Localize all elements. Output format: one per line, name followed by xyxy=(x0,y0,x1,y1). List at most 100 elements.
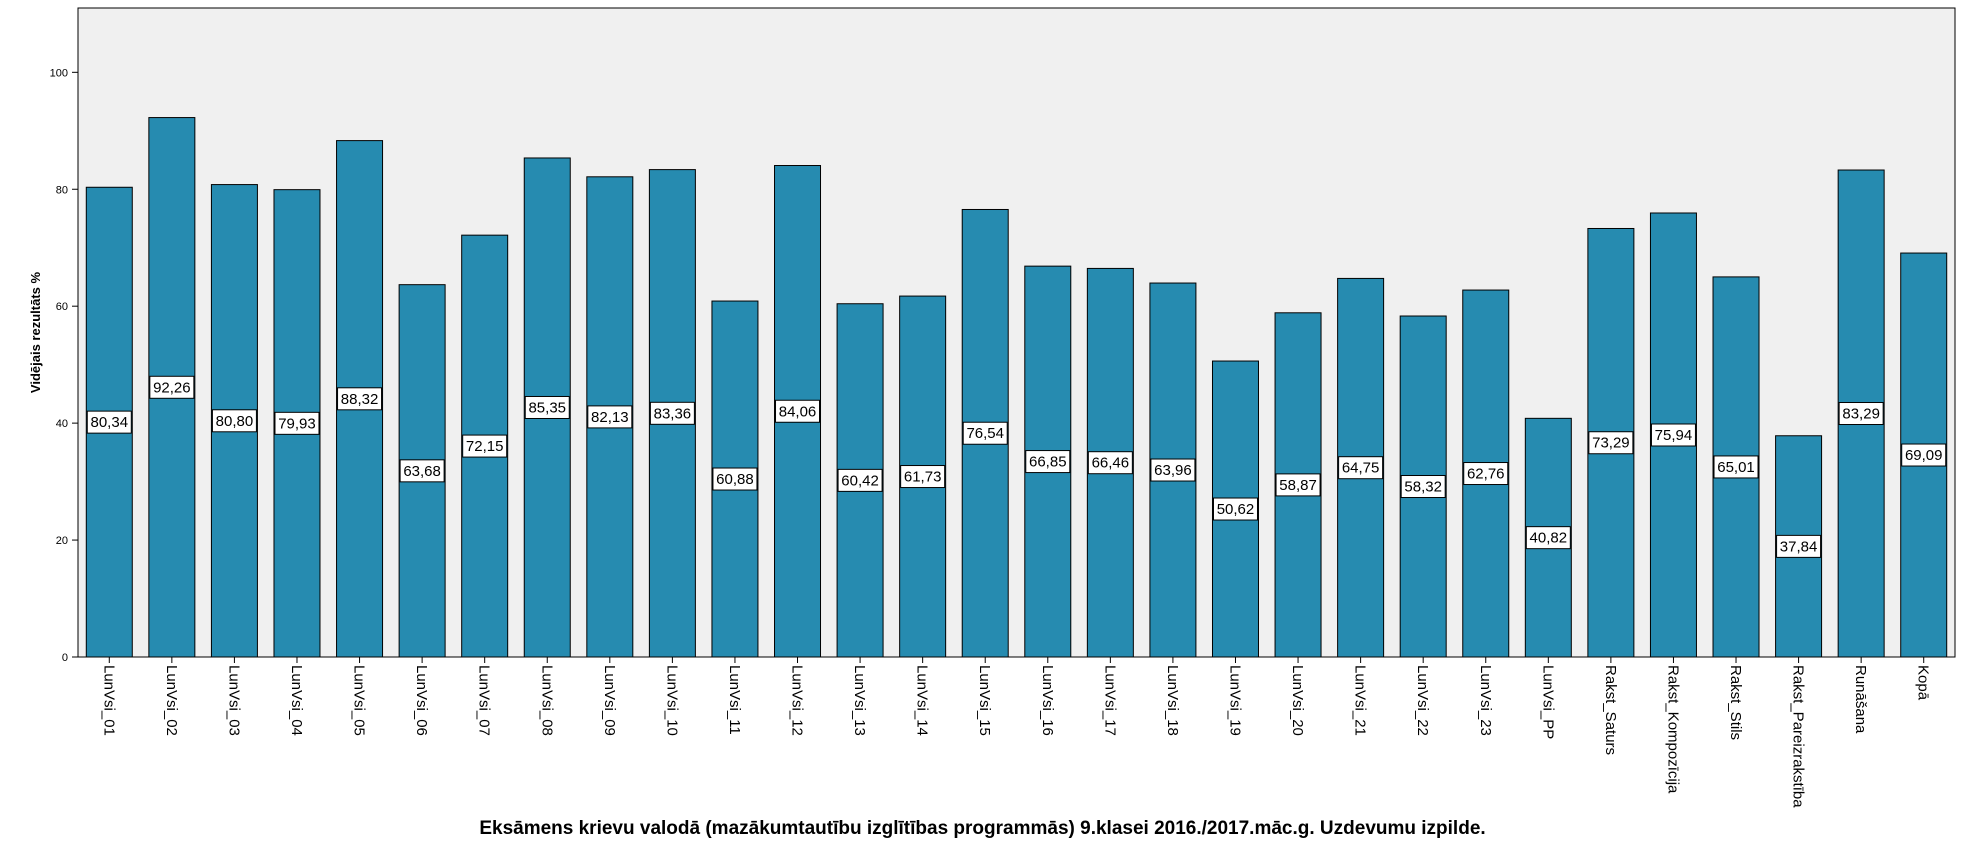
data-label: 64,75 xyxy=(1342,460,1380,477)
y-tick-label: 0 xyxy=(62,652,68,664)
data-label: 60,88 xyxy=(716,471,754,488)
y-axis-title: Vidējais rezultāts % xyxy=(28,271,43,393)
data-label: 84,06 xyxy=(779,403,817,420)
data-label: 69,09 xyxy=(1905,447,1943,464)
x-category-label: LunVsi_22 xyxy=(1414,665,1431,736)
x-category-label: LunVsi_19 xyxy=(1226,665,1243,736)
data-label: 62,76 xyxy=(1467,466,1505,483)
data-label-box xyxy=(337,387,383,411)
data-label-box xyxy=(399,459,445,483)
data-label-box xyxy=(1776,534,1822,558)
x-category-label: LunVsi_16 xyxy=(1039,665,1056,736)
data-label: 80,34 xyxy=(91,414,129,431)
data-label: 40,82 xyxy=(1530,530,1568,547)
x-category-label: Kopā xyxy=(1915,665,1932,701)
data-label: 66,85 xyxy=(1029,454,1067,471)
data-label: 80,80 xyxy=(216,413,254,430)
data-label: 83,29 xyxy=(1842,406,1880,423)
x-category-label: LunVsi_12 xyxy=(789,665,806,736)
y-tick-label: 80 xyxy=(56,184,68,196)
x-category-label: LunVsi_20 xyxy=(1289,665,1306,736)
data-label-box xyxy=(1901,443,1947,467)
x-category-label: Rakst_Saturs xyxy=(1602,665,1619,755)
data-label-box xyxy=(524,395,570,419)
plot-area xyxy=(77,7,1956,658)
data-label-box xyxy=(149,375,195,399)
data-label-box xyxy=(1838,402,1884,426)
data-label-box xyxy=(775,399,821,423)
data-label-box xyxy=(86,410,132,434)
y-tick-label: 60 xyxy=(56,301,68,313)
data-label: 73,29 xyxy=(1592,435,1630,452)
x-category-label: LunVsi_04 xyxy=(288,665,305,736)
data-label-box xyxy=(1087,451,1133,475)
data-label: 58,32 xyxy=(1404,479,1442,496)
y-tick-label: 40 xyxy=(56,418,68,430)
data-label: 63,96 xyxy=(1154,462,1192,479)
data-label: 92,26 xyxy=(153,379,191,396)
x-category-label: LunVsi_21 xyxy=(1352,665,1369,736)
data-label-box xyxy=(1212,497,1258,521)
data-label: 79,93 xyxy=(278,415,316,432)
x-category-label: Runāšana xyxy=(1852,665,1869,734)
data-label-box xyxy=(1588,431,1634,455)
x-category-label: LunVsi_10 xyxy=(663,665,680,736)
data-label-box xyxy=(1713,455,1759,479)
x-category-label: Rakst_Stils xyxy=(1727,665,1744,740)
data-label: 76,54 xyxy=(966,425,1004,442)
x-category-label: LunVsi_15 xyxy=(976,665,993,736)
data-label-box xyxy=(1150,458,1196,482)
data-label-box xyxy=(211,409,257,433)
data-label-box xyxy=(1275,473,1321,497)
x-category-label: LunVsi_09 xyxy=(601,665,618,736)
data-label: 60,42 xyxy=(841,472,879,489)
x-category-label: LunVsi_23 xyxy=(1477,665,1494,736)
data-label: 61,73 xyxy=(904,469,942,486)
x-category-label: LunVsi_11 xyxy=(726,665,743,735)
bars-group: 80,34 92,26 80,80 79,93 88,32 63,68 72,15 85,35… xyxy=(85,117,1948,658)
x-category-label: LunVsi_06 xyxy=(413,665,430,736)
data-label-box xyxy=(962,421,1008,445)
data-label: 65,01 xyxy=(1717,459,1755,476)
data-label: 75,94 xyxy=(1655,427,1693,444)
y-tick-label: 100 xyxy=(50,67,68,79)
data-label-box xyxy=(712,467,758,491)
data-label-box xyxy=(1338,456,1384,480)
data-label: 63,68 xyxy=(403,463,441,480)
chart-title: Eksāmens krievu valodā (mazākumtautību i… xyxy=(479,818,1486,839)
x-category-label: LunVsi_05 xyxy=(351,665,368,736)
x-category-label: LunVsi_08 xyxy=(538,665,555,736)
x-category-label: LunVsi_01 xyxy=(100,665,117,736)
x-category-label: Rakst_Pareizrakstība xyxy=(1790,665,1807,808)
data-label-box xyxy=(1650,423,1696,447)
data-label: 88,32 xyxy=(341,391,379,408)
x-category-label: LunVsi_02 xyxy=(163,665,180,736)
data-label-box xyxy=(1400,475,1446,499)
x-category-label: LunVsi_13 xyxy=(851,665,868,736)
data-label-box xyxy=(1463,462,1509,486)
data-label-box xyxy=(587,405,633,429)
x-category-label: LunVsi_PP xyxy=(1539,665,1556,739)
data-label: 50,62 xyxy=(1217,501,1255,518)
x-category-label: LunVsi_03 xyxy=(225,665,242,736)
data-label-box xyxy=(837,468,883,492)
data-label: 85,35 xyxy=(528,399,566,416)
data-label: 72,15 xyxy=(466,438,504,455)
data-label: 66,46 xyxy=(1092,455,1130,472)
y-tick-label: 20 xyxy=(56,535,68,547)
data-label: 83,36 xyxy=(654,405,692,422)
y-axis: 0 20 40 60 80 100 xyxy=(50,67,78,664)
x-category-label: Rakst_Kompozīcija xyxy=(1664,665,1681,794)
data-label: 82,13 xyxy=(591,409,629,426)
x-axis: LunVsi_01 LunVsi_02 LunVsi_03 LunVsi_04 LunV… xyxy=(100,657,1932,808)
data-label-box xyxy=(1025,450,1071,474)
data-label-box xyxy=(649,401,695,425)
x-category-label: LunVsi_18 xyxy=(1164,665,1181,736)
data-label-box xyxy=(274,411,320,435)
data-label-box xyxy=(900,465,946,489)
data-label-box xyxy=(462,434,508,458)
data-label: 37,84 xyxy=(1780,538,1818,555)
data-label: 58,87 xyxy=(1279,477,1317,494)
data-label-box xyxy=(1525,526,1571,550)
